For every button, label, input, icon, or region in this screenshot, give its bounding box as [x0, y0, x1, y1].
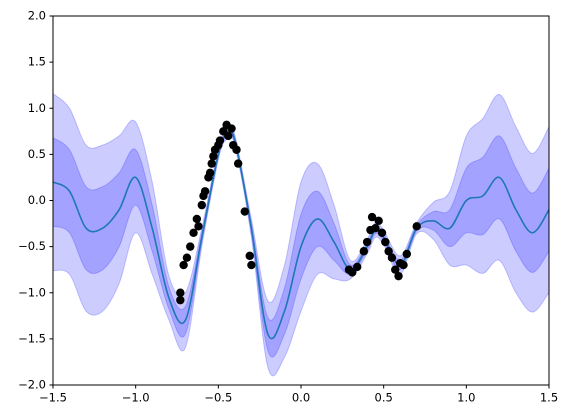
data-point [200, 187, 210, 196]
data-point [224, 131, 233, 141]
data-point [245, 251, 254, 261]
y-tick-label: 0.0 [28, 193, 46, 207]
y-tick-label: −2.0 [18, 378, 46, 392]
data-point [247, 260, 256, 270]
x-tick-label: 0.0 [292, 391, 310, 405]
y-tick-label: 2.0 [28, 9, 46, 23]
data-point [233, 159, 243, 168]
data-point [399, 260, 408, 270]
data-point [362, 237, 372, 247]
y-tick-label: −1.0 [18, 285, 46, 299]
data-point [227, 124, 236, 133]
data-point [197, 200, 206, 210]
data-point [377, 228, 387, 237]
plot-area [53, 92, 549, 377]
data-point [348, 268, 357, 277]
data-point [179, 260, 188, 270]
data-point [215, 136, 225, 145]
data-point [387, 253, 397, 262]
data-point [371, 223, 380, 233]
x-tick-label: 1.0 [457, 391, 475, 405]
y-tick-label: −1.5 [18, 331, 46, 345]
y-tick-label: −0.5 [18, 239, 46, 253]
data-point [176, 295, 185, 305]
data-point [192, 214, 202, 224]
axes-frame [52, 15, 550, 386]
data-point [194, 222, 203, 231]
data-point [209, 152, 218, 161]
data-point [381, 237, 390, 247]
data-point [412, 222, 421, 231]
x-tick-label: −0.5 [204, 391, 232, 405]
x-tick-label: −1.0 [122, 391, 150, 405]
data-point [374, 216, 383, 225]
mean-line [53, 129, 549, 340]
x-tick-label: −1.5 [39, 391, 67, 405]
x-tick-label: 1.5 [540, 391, 558, 405]
y-tick-label: 1.5 [28, 55, 46, 69]
y-tick-label: 0.5 [28, 147, 46, 161]
x-tick-label: 0.5 [375, 391, 393, 405]
data-point [394, 271, 403, 281]
data-point [359, 247, 369, 256]
data-point [176, 288, 185, 297]
y-tick-label: 1.0 [28, 101, 46, 115]
data-point [353, 262, 362, 272]
data-point [232, 145, 241, 154]
data-point [186, 242, 195, 251]
data-point [207, 159, 216, 168]
data-point [240, 207, 249, 216]
data-point [205, 168, 215, 178]
data-point [189, 228, 198, 237]
data-point [391, 265, 400, 274]
data-point [384, 247, 393, 256]
data-point [367, 212, 377, 222]
data-point [402, 249, 412, 259]
data-point [182, 253, 192, 262]
